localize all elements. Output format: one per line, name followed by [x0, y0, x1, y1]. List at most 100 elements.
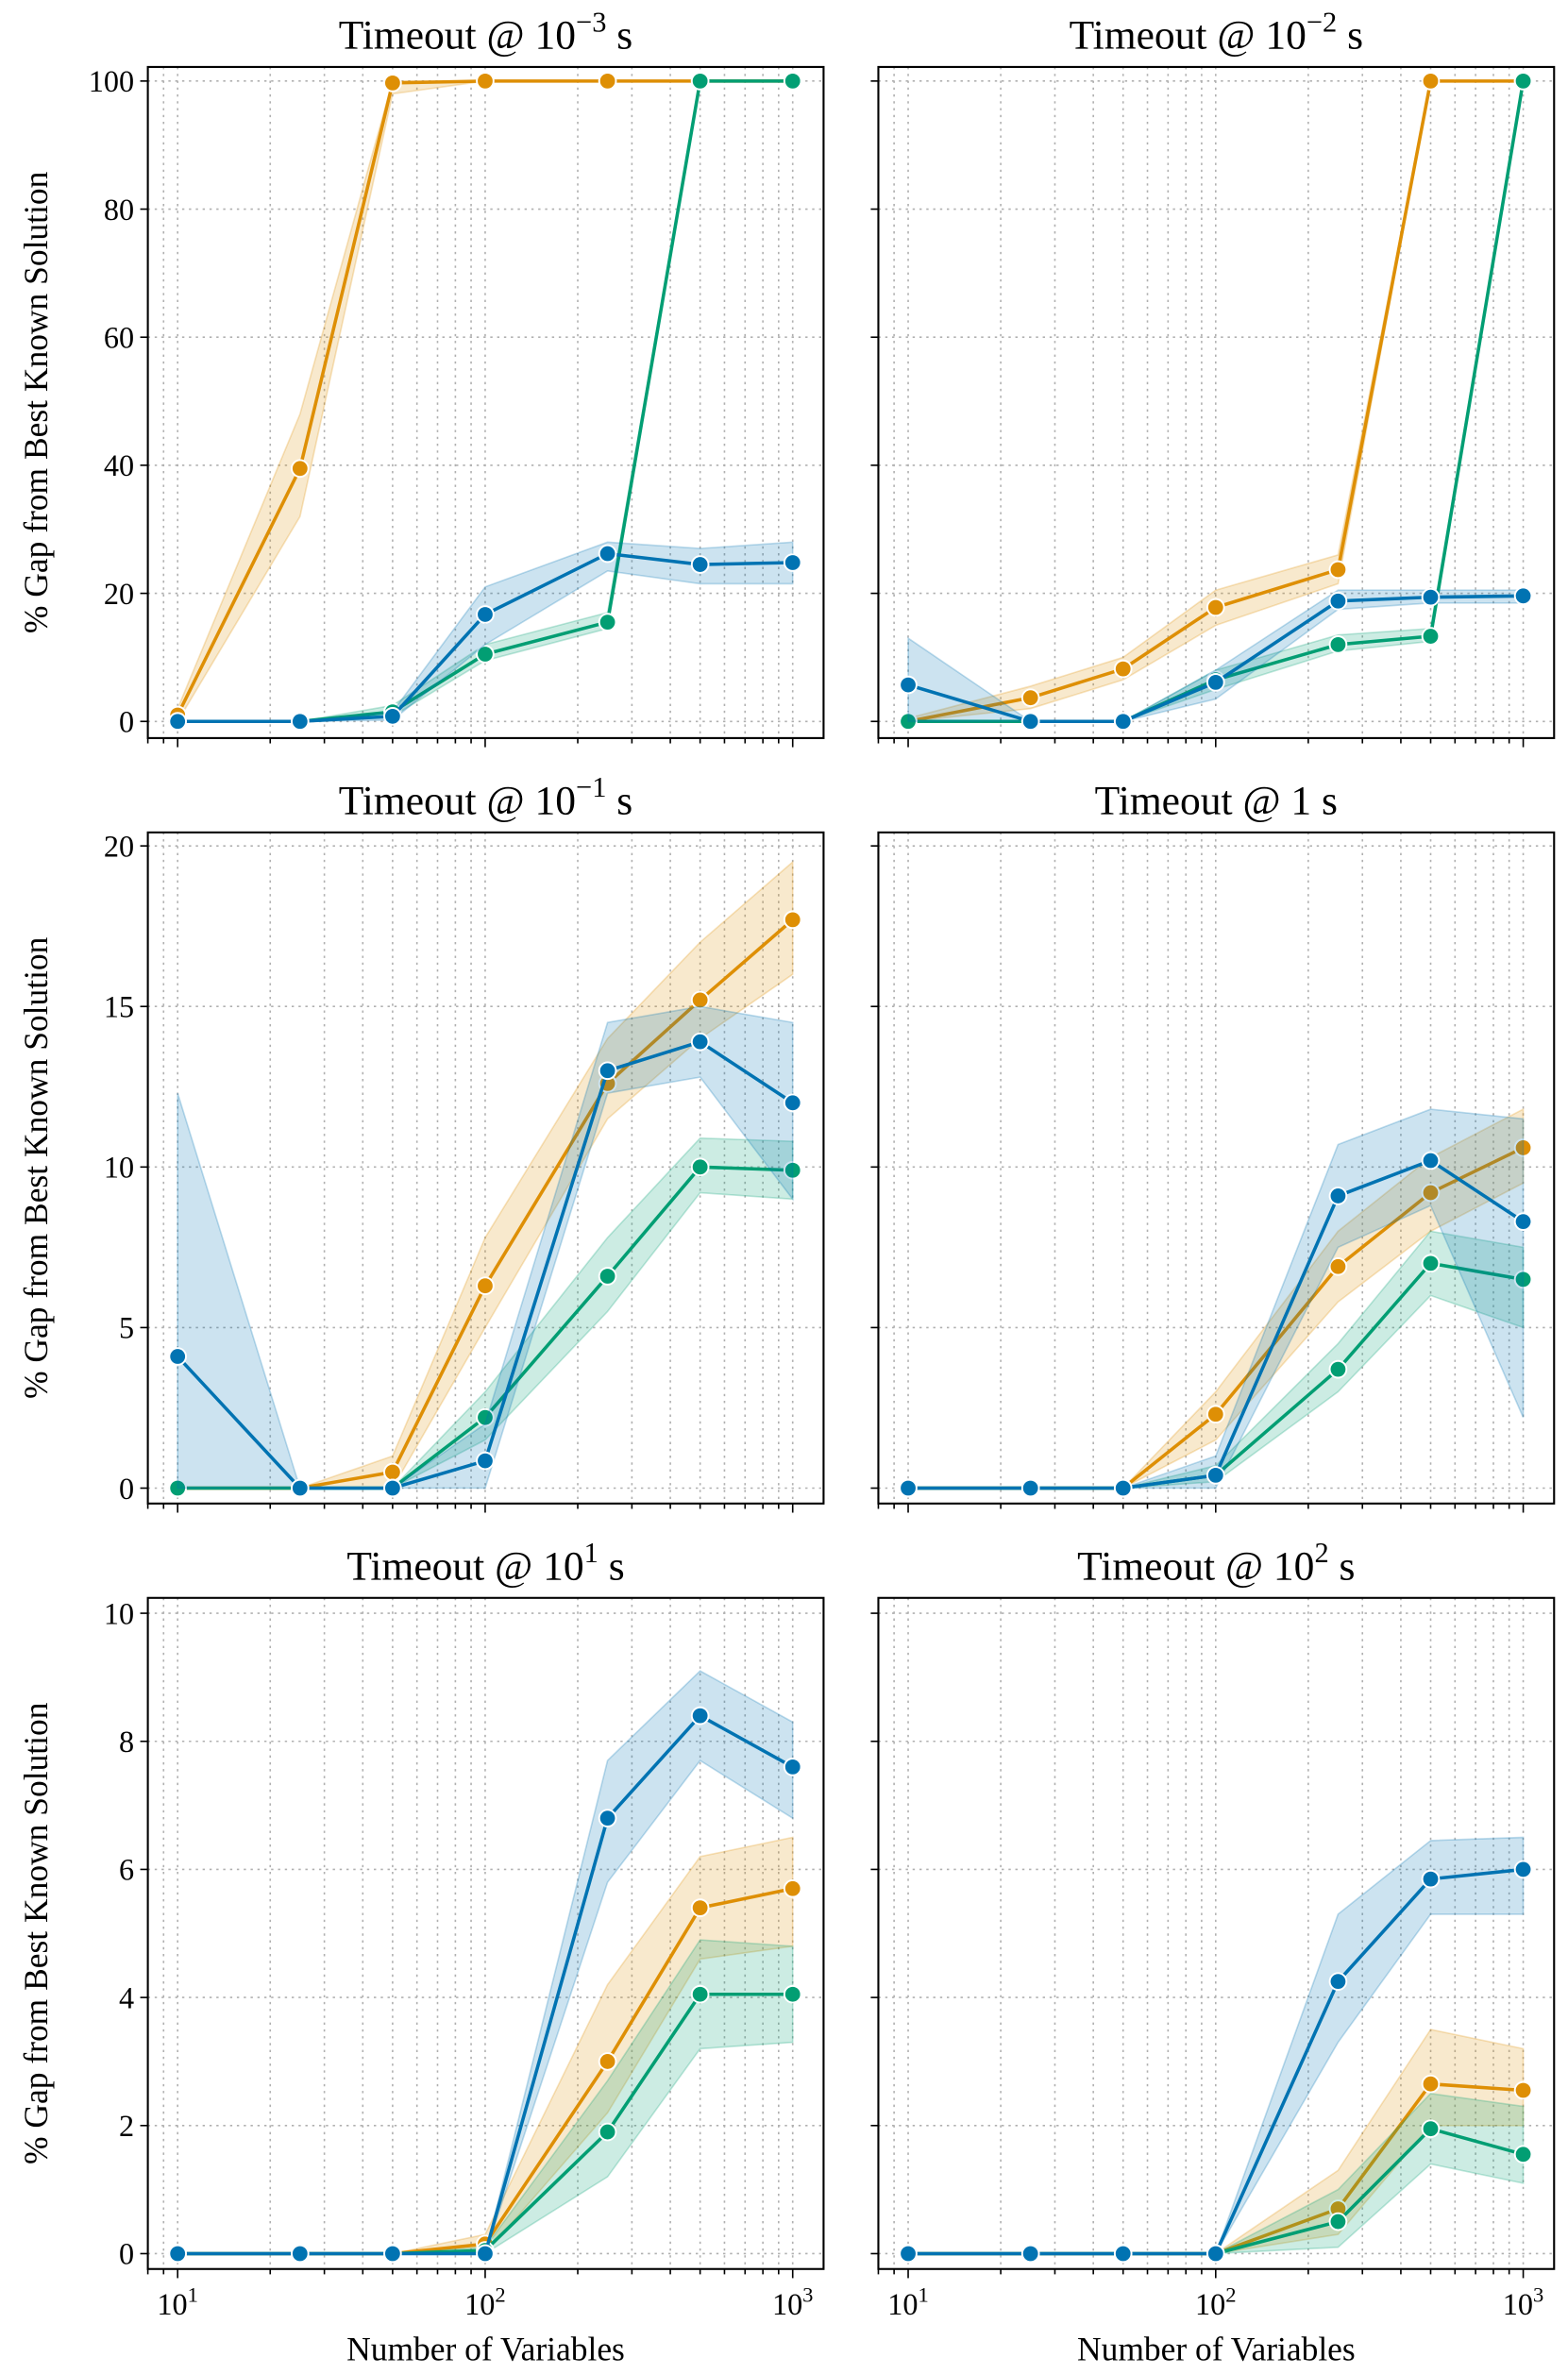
- y-tick-label: 0: [119, 1472, 134, 1506]
- x-tick-label-exponent: 1: [919, 2283, 929, 2307]
- subplot-title: Timeout @ 10−2 s: [1070, 6, 1364, 58]
- data-point-blue: [1206, 1466, 1225, 1485]
- subplot-title-base: Timeout @ 10: [1070, 13, 1307, 59]
- subplot-title: Timeout @ 102 s: [1077, 1537, 1355, 1589]
- x-tick-label-base: 10: [1195, 2287, 1225, 2321]
- grid: [877, 66, 1555, 738]
- data-point-blue: [383, 2244, 402, 2264]
- subplot-title-exponent: −1: [576, 771, 606, 803]
- confidence-band-blue: [908, 1108, 1525, 1490]
- data-point-blue: [783, 1758, 802, 1776]
- y-tick-label: 100: [89, 64, 134, 98]
- data-point-green: [690, 1984, 710, 2004]
- data-point-orange: [690, 1898, 710, 1917]
- subplot-title-exponent: −2: [1307, 6, 1337, 38]
- subplot-title-base: Timeout @ 1: [1095, 779, 1312, 824]
- subplot-title-base: Timeout @ 10: [1077, 1543, 1314, 1589]
- data-point-green: [1421, 627, 1441, 646]
- data-point-orange: [1328, 1256, 1348, 1276]
- data-point-orange: [383, 74, 402, 93]
- y-tick-label: 20: [104, 829, 134, 863]
- subplot-title: Timeout @ 10−1 s: [339, 771, 633, 823]
- series-orange: [899, 1107, 1533, 1498]
- series-blue: [899, 1108, 1533, 1498]
- data-point-orange: [1421, 1183, 1441, 1203]
- series-green: [168, 1939, 802, 2264]
- subplot-title: Timeout @ 10−3 s: [339, 6, 633, 58]
- data-point-green: [1328, 1359, 1348, 1379]
- x-axis-label: Number of Variables: [1077, 2330, 1356, 2367]
- data-point-blue: [1020, 1478, 1040, 1498]
- x-tick-label: 101: [157, 2283, 198, 2322]
- subplot-title-base: Timeout @ 10: [346, 1543, 583, 1589]
- data-point-green: [1328, 2212, 1348, 2231]
- data-point-orange: [1020, 688, 1040, 708]
- data-point-orange: [1513, 1138, 1533, 1157]
- subplot-title-suffix: s: [606, 779, 632, 824]
- data-point-orange: [1328, 560, 1348, 580]
- data-point-blue: [1020, 2244, 1040, 2264]
- y-tick-label: 80: [104, 193, 134, 227]
- subplot-title-suffix: s: [606, 13, 632, 59]
- series-blue: [168, 1005, 802, 1498]
- data-point-green: [1421, 2119, 1441, 2139]
- grid: [877, 832, 1555, 1504]
- subplot-4: Timeout @ 1 s: [870, 779, 1556, 1513]
- data-point-blue: [690, 555, 710, 574]
- data-point-blue: [899, 1478, 918, 1498]
- data-point-blue: [899, 675, 918, 695]
- x-tick-label-base: 10: [772, 2287, 802, 2321]
- x-tick-label-base: 10: [1503, 2287, 1533, 2321]
- data-point-orange: [1113, 659, 1133, 679]
- data-point-blue: [1513, 1212, 1533, 1231]
- data-point-orange: [783, 1878, 802, 1898]
- data-point-blue: [1421, 1869, 1441, 1889]
- x-tick-label-exponent: 2: [495, 2283, 505, 2307]
- data-point-green: [598, 613, 617, 631]
- data-point-green: [690, 1157, 710, 1177]
- y-tick-label: 5: [119, 1311, 134, 1345]
- data-point-blue: [1113, 1478, 1133, 1498]
- subplot-title-exponent: −3: [576, 6, 606, 38]
- data-point-blue: [1113, 712, 1133, 732]
- x-tick-label-base: 10: [157, 2287, 187, 2321]
- data-point-orange: [1421, 2074, 1441, 2094]
- data-point-blue: [1328, 1187, 1348, 1205]
- series-blue: [168, 1670, 802, 2264]
- data-point-blue: [168, 2244, 188, 2264]
- data-point-green: [1328, 635, 1348, 654]
- x-tick-label-base: 10: [887, 2287, 918, 2321]
- data-point-blue: [476, 605, 495, 624]
- subplot-2: Timeout @ 10−2 s: [870, 6, 1556, 748]
- data-point-blue: [1206, 673, 1225, 692]
- data-point-orange: [598, 72, 617, 91]
- data-point-green: [168, 1478, 188, 1498]
- y-tick-label: 15: [104, 990, 134, 1024]
- y-tick-label: 2: [119, 2109, 134, 2143]
- data-point-blue: [168, 712, 188, 732]
- subplot-title: Timeout @ 1 s: [1095, 779, 1338, 824]
- data-point-blue: [1328, 591, 1348, 611]
- data-point-green: [690, 72, 710, 91]
- x-tick-label-exponent: 1: [188, 2283, 198, 2307]
- y-tick-label: 40: [104, 448, 134, 482]
- data-point-blue: [383, 707, 402, 726]
- data-point-green: [476, 1407, 495, 1427]
- x-tick-label: 103: [772, 2283, 814, 2322]
- y-axis-label: % Gap from Best Known Solution: [17, 1702, 55, 2164]
- subplot-3: 0 5 10 15 20 Timeout @ 10−1 s % Gap from Best …: [17, 771, 825, 1513]
- subplot-title-base: Timeout @ 10: [339, 13, 576, 59]
- data-point-blue: [476, 2244, 495, 2264]
- subplot-title-suffix: s: [1311, 779, 1338, 824]
- y-tick-label: 10: [104, 1151, 134, 1185]
- data-point-blue: [598, 544, 617, 564]
- data-point-green: [1513, 1270, 1533, 1289]
- data-point-blue: [598, 1061, 617, 1081]
- subplot-title-base: Timeout @ 10: [339, 779, 576, 824]
- data-point-orange: [290, 459, 310, 479]
- y-tick-label: 0: [119, 2237, 134, 2271]
- data-point-blue: [899, 2244, 918, 2264]
- x-tick-label: 101: [887, 2283, 929, 2322]
